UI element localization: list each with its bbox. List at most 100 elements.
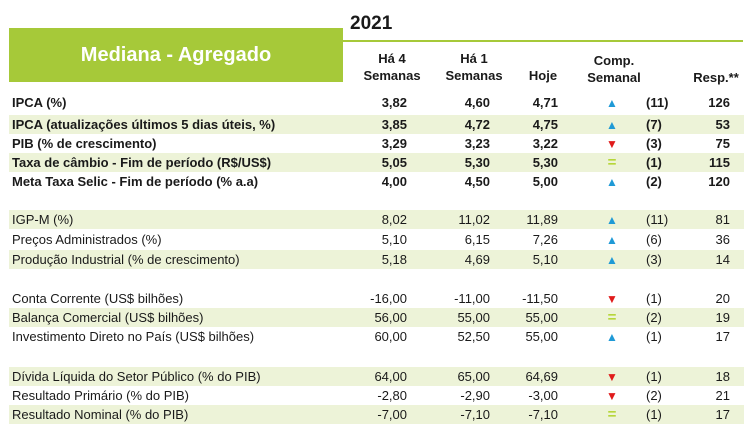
header-weekly-comparison-line2: Semanal xyxy=(587,70,641,85)
table-row: Dívida Líquida do Setor Público (% do PI… xyxy=(9,367,744,386)
value-1-week: -11,00 xyxy=(454,291,490,306)
weekly-count: (1) xyxy=(646,369,662,384)
trend-equal-icon: = xyxy=(607,406,617,423)
value-1-week: 4,50 xyxy=(464,174,490,189)
responses-count: 18 xyxy=(715,369,730,384)
value-4-weeks: 60,00 xyxy=(374,329,407,344)
value-today: -3,00 xyxy=(528,388,558,403)
weekly-count: (1) xyxy=(646,329,662,344)
responses-count: 120 xyxy=(708,174,730,189)
value-1-week: 5,30 xyxy=(464,155,490,170)
value-4-weeks: 56,00 xyxy=(374,310,407,325)
value-4-weeks: 3,85 xyxy=(381,117,407,132)
table-row: Investimento Direto no País (US$ bilhões… xyxy=(9,327,744,346)
responses-count: 53 xyxy=(715,117,730,132)
row-label: Resultado Nominal (% do PIB) xyxy=(12,407,189,422)
responses-count: 21 xyxy=(715,388,730,403)
value-4-weeks: 3,29 xyxy=(381,136,407,151)
value-today: 55,00 xyxy=(525,329,558,344)
trend-equal-icon: = xyxy=(607,309,617,326)
value-4-weeks: 64,00 xyxy=(374,369,407,384)
value-today: 55,00 xyxy=(525,310,558,325)
value-4-weeks: -2,80 xyxy=(377,388,407,403)
value-4-weeks: -7,00 xyxy=(377,407,407,422)
value-1-week: 4,72 xyxy=(464,117,490,132)
value-today: 4,75 xyxy=(532,117,558,132)
value-4-weeks: 5,10 xyxy=(381,232,407,247)
table-row: Conta Corrente (US$ bilhões) -16,00 -11,00… xyxy=(9,289,744,308)
table-title: Mediana - Agregado xyxy=(80,43,272,66)
trend-down-icon: ▼ xyxy=(606,292,618,306)
value-today: 7,26 xyxy=(532,232,558,247)
value-1-week: 4,69 xyxy=(464,252,490,267)
weekly-count: (1) xyxy=(646,291,662,306)
responses-count: 36 xyxy=(715,232,730,247)
row-label: IPCA (%) xyxy=(12,95,67,110)
responses-count: 20 xyxy=(715,291,730,306)
value-1-week: -2,90 xyxy=(460,388,490,403)
row-label: IGP-M (%) xyxy=(12,212,74,227)
row-label: Investimento Direto no País (US$ bilhões… xyxy=(12,329,255,344)
table-row: Balança Comercial (US$ bilhões) 56,00 55,0… xyxy=(9,308,744,327)
responses-count: 75 xyxy=(715,136,730,151)
table-row: Preços Administrados (%) 5,10 6,15 7,26 (6) 3… xyxy=(9,230,744,249)
year-underline xyxy=(343,40,743,42)
weekly-count: (6) xyxy=(646,232,662,247)
responses-count: 17 xyxy=(715,329,730,344)
value-1-week: 6,15 xyxy=(464,232,490,247)
weekly-count: (7) xyxy=(646,117,662,132)
value-today: -11,50 xyxy=(522,291,558,306)
value-4-weeks: 8,02 xyxy=(381,212,407,227)
weekly-count: (11) xyxy=(646,95,669,110)
weekly-count: (1) xyxy=(646,407,662,422)
trend-down-icon: ▼ xyxy=(606,389,618,403)
trend-up-icon: ▲ xyxy=(606,118,618,132)
table-row: Taxa de câmbio - Fim de período (R$/US$)… xyxy=(9,153,744,172)
trend-down-icon: ▼ xyxy=(606,137,618,151)
row-label: Meta Taxa Selic - Fim de período (% a.a) xyxy=(12,174,259,189)
trend-up-icon: ▲ xyxy=(606,213,618,227)
value-4-weeks: 5,18 xyxy=(381,252,407,267)
trend-down-icon: ▼ xyxy=(606,370,618,384)
table-row: Produção Industrial (% de crescimento) 5,… xyxy=(9,250,744,269)
trend-up-icon: ▲ xyxy=(606,330,618,344)
value-today: -7,10 xyxy=(528,407,558,422)
row-label: PIB (% de crescimento) xyxy=(12,136,157,151)
trend-equal-icon: = xyxy=(607,154,617,171)
value-today: 5,30 xyxy=(532,155,558,170)
row-label: Conta Corrente (US$ bilhões) xyxy=(12,291,184,306)
trend-up-icon: ▲ xyxy=(606,175,618,189)
table-row: IPCA (%) 3,82 4,60 4,71 (11) 126 ▲ xyxy=(9,93,744,112)
value-1-week: 65,00 xyxy=(457,369,490,384)
trend-up-icon: ▲ xyxy=(606,233,618,247)
header-today: Hoje xyxy=(528,68,558,83)
value-1-week: 55,00 xyxy=(457,310,490,325)
table-row: Meta Taxa Selic - Fim de período (% a.a)… xyxy=(9,172,744,191)
row-label: Produção Industrial (% de crescimento) xyxy=(12,252,240,267)
value-1-week: 4,60 xyxy=(464,95,490,110)
table-row: IPCA (atualizações últimos 5 dias úteis,… xyxy=(9,115,744,134)
row-label: Dívida Líquida do Setor Público (% do PI… xyxy=(12,369,261,384)
header-4-weeks-line2: Semanas xyxy=(363,68,421,83)
value-4-weeks: -16,00 xyxy=(370,291,407,306)
responses-count: 17 xyxy=(715,407,730,422)
value-today: 64,69 xyxy=(525,369,558,384)
table-row: Resultado Primário (% do PIB) -2,80 -2,90 -… xyxy=(9,386,744,405)
header-weekly-comparison-line1: Comp. xyxy=(593,53,635,68)
header-1-week-line2: Semanas xyxy=(445,68,503,83)
trend-up-icon: ▲ xyxy=(606,253,618,267)
value-today: 5,10 xyxy=(532,252,558,267)
weekly-count: (2) xyxy=(646,310,662,325)
value-today: 3,22 xyxy=(532,136,558,151)
weekly-count: (2) xyxy=(646,174,662,189)
header-responses: Resp.** xyxy=(693,70,739,85)
header-weekly-comparison: Comp. Semanal xyxy=(574,52,654,86)
responses-count: 19 xyxy=(715,310,730,325)
value-today: 4,71 xyxy=(532,95,558,110)
weekly-count: (3) xyxy=(646,252,662,267)
table-row: IGP-M (%) 8,02 11,02 11,89 (11) 81 ▲ xyxy=(9,210,744,229)
responses-count: 126 xyxy=(708,95,730,110)
table-row: PIB (% de crescimento) 3,29 3,23 3,22 (3) 75 ▼ xyxy=(9,134,744,153)
value-today: 5,00 xyxy=(532,174,558,189)
